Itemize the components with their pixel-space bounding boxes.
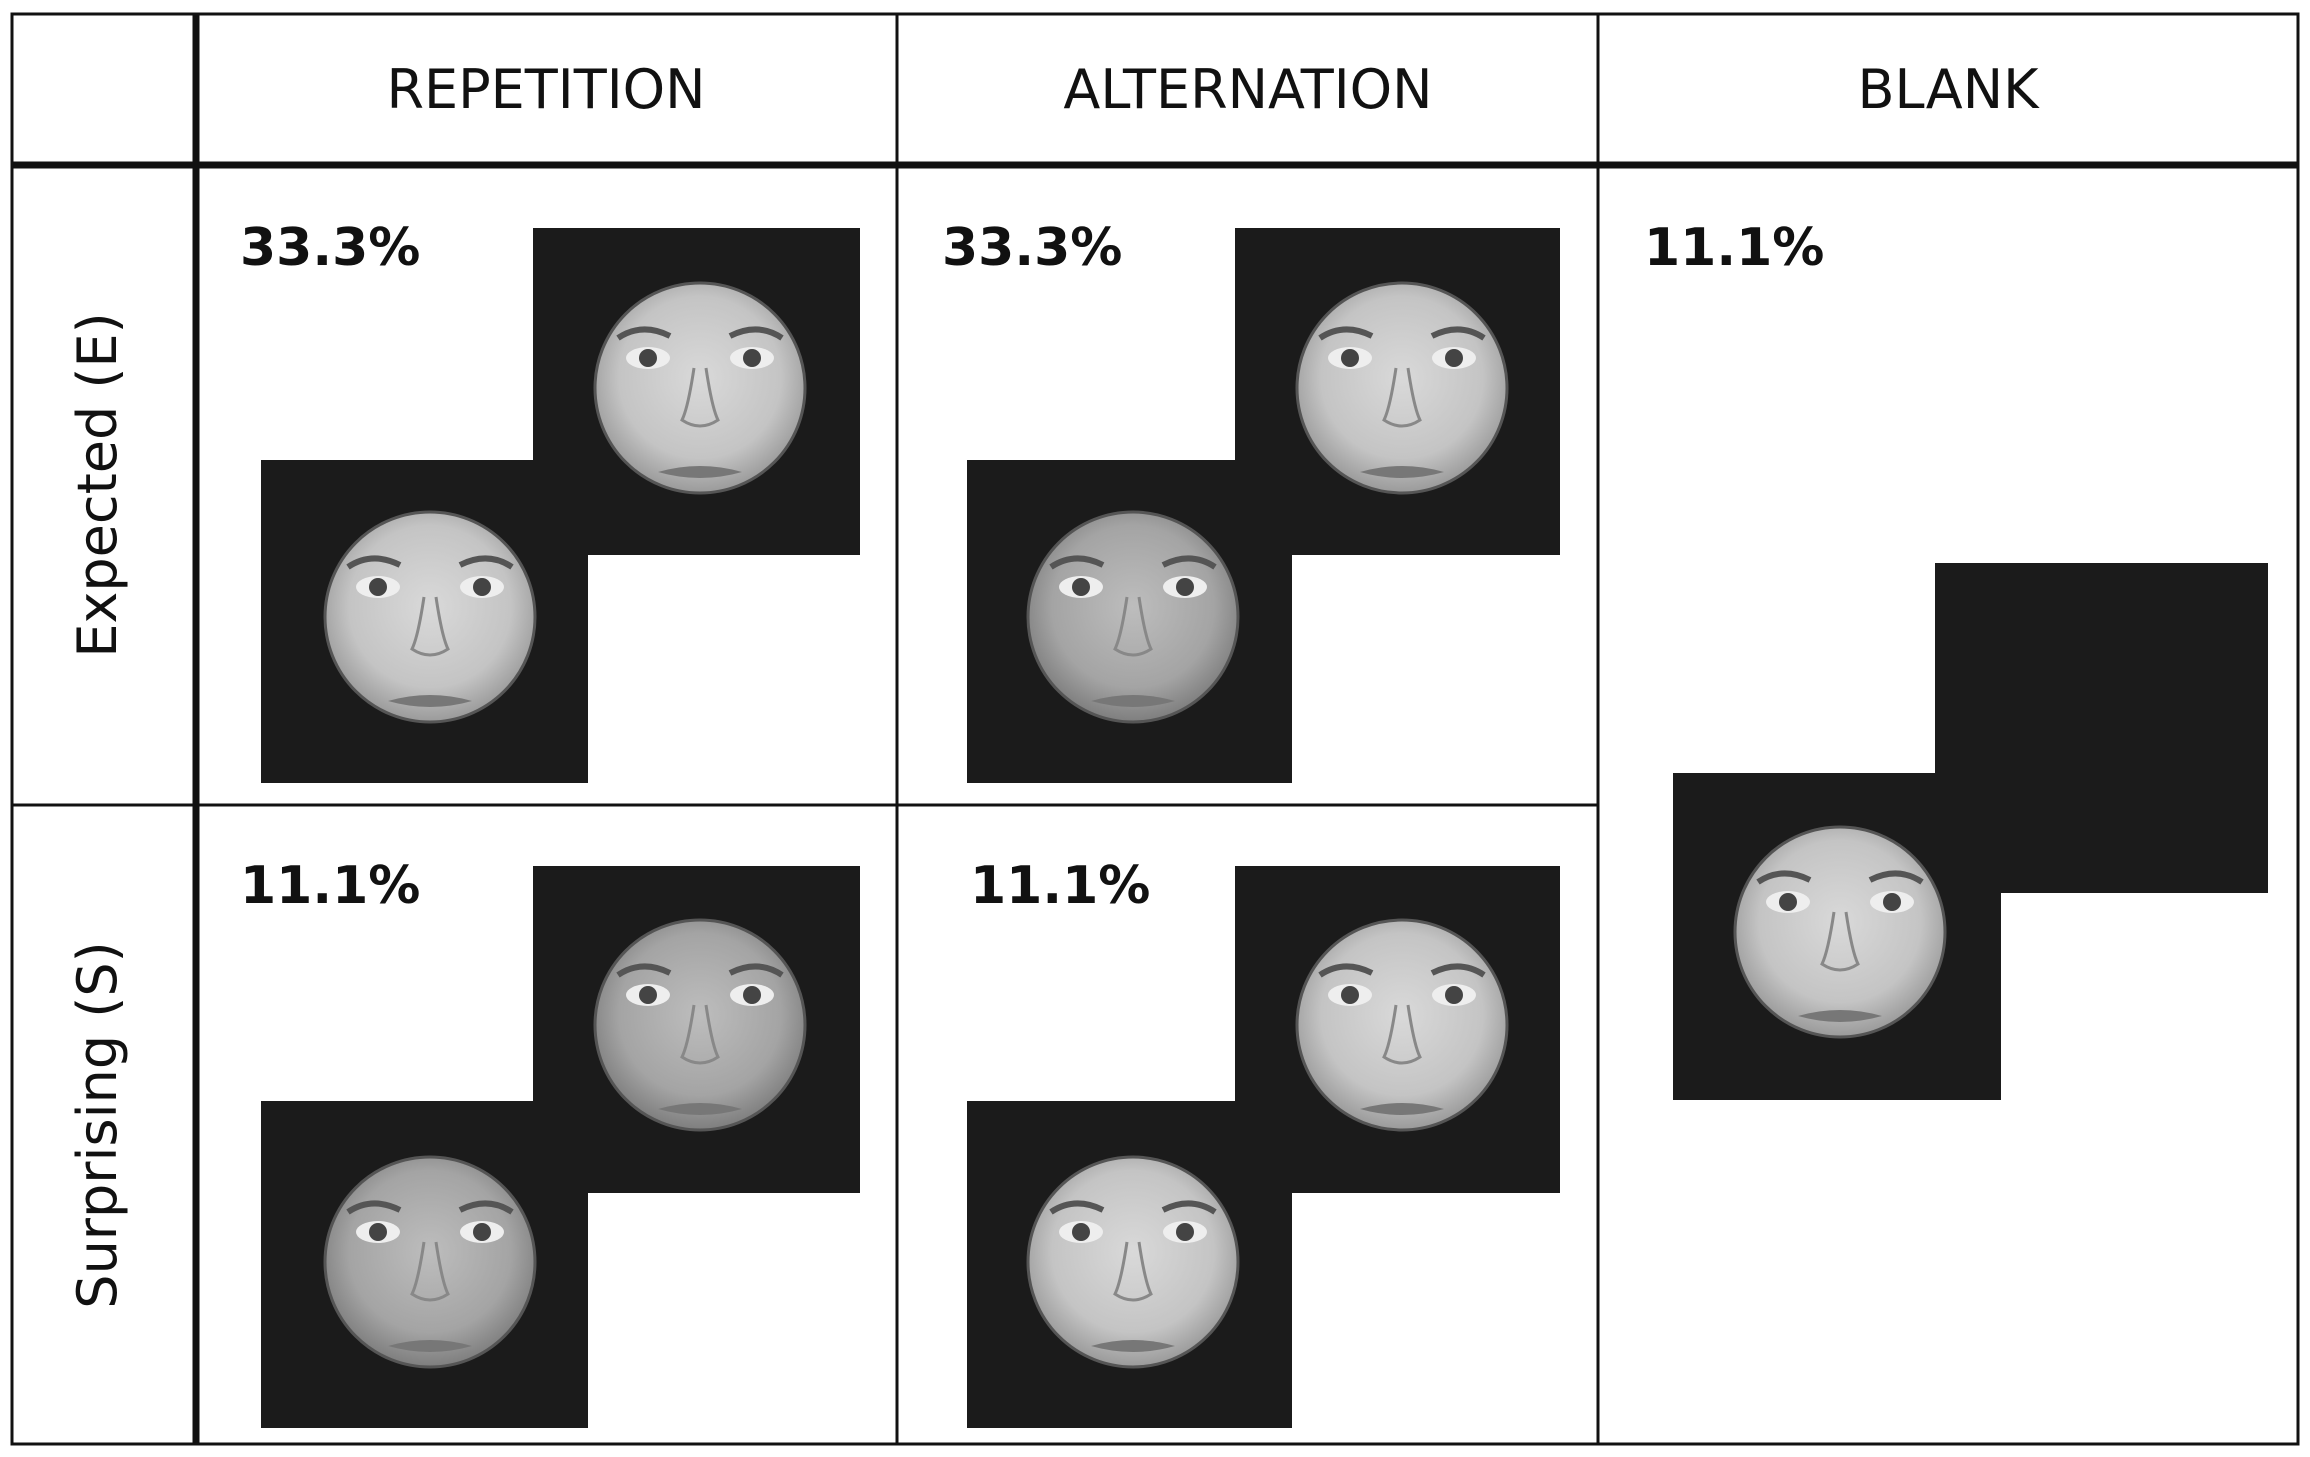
table-border (10, 12, 2300, 1446)
stimulus-pair-surprising-alternation (967, 866, 1560, 1428)
male-face-icon (323, 1155, 537, 1369)
female-face-icon (1295, 281, 1509, 495)
cell-percent-expected-repetition: 33.3% (240, 218, 420, 278)
stimulus-pair-expected-repetition (261, 228, 860, 783)
column-header-repetition: REPETITION (386, 58, 705, 121)
column-header-blank: BLANK (1857, 58, 2040, 121)
cell-percent-surprising-repetition: 11.1% (240, 856, 420, 916)
stimulus-pair-expected-alternation (967, 228, 1560, 783)
cell-percent-blank: 11.1% (1644, 218, 1824, 278)
female-face-icon (593, 281, 807, 495)
column-header-alternation: ALTERNATION (1063, 58, 1432, 121)
table-grid (10, 12, 2300, 1446)
row-label-expected: Expected (E) (66, 312, 129, 657)
row-label-surprising: Surprising (S) (66, 941, 129, 1308)
female-face-icon (1026, 1155, 1240, 1369)
female-face-icon (323, 510, 537, 724)
female-face-icon (1733, 825, 1947, 1039)
stimulus-pair-blank (1673, 563, 2268, 1100)
female-face-icon (1295, 918, 1509, 1132)
male-face-icon (1026, 510, 1240, 724)
male-face-icon (593, 918, 807, 1132)
stimulus-pair-surprising-repetition (261, 866, 860, 1428)
cell-percent-surprising-alternation: 11.1% (970, 856, 1150, 916)
cell-percent-expected-alternation: 33.3% (942, 218, 1122, 278)
